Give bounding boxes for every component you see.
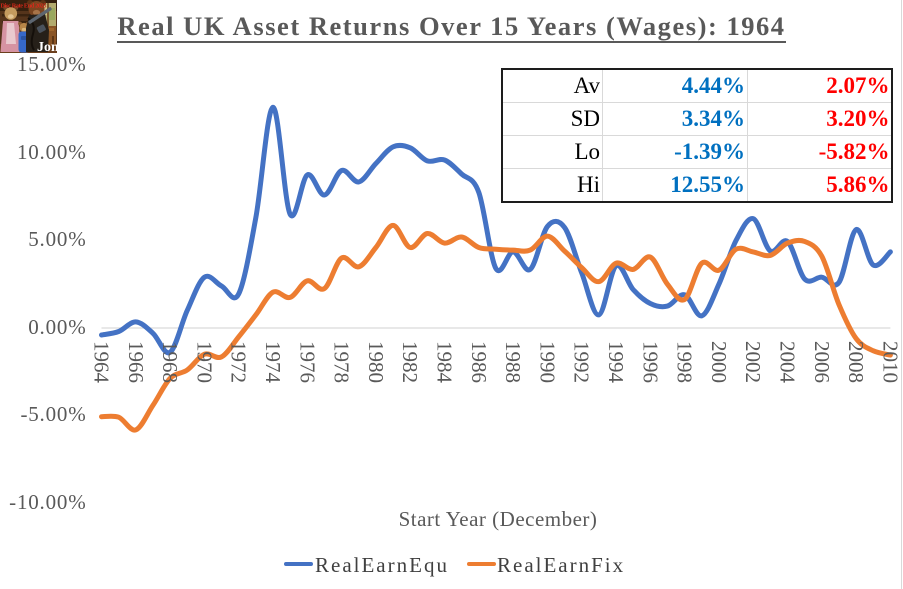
svg-text:Jon: Jon (37, 40, 57, 53)
svg-text:Disc Rate End 2025: Disc Rate End 2025 (1, 3, 47, 10)
